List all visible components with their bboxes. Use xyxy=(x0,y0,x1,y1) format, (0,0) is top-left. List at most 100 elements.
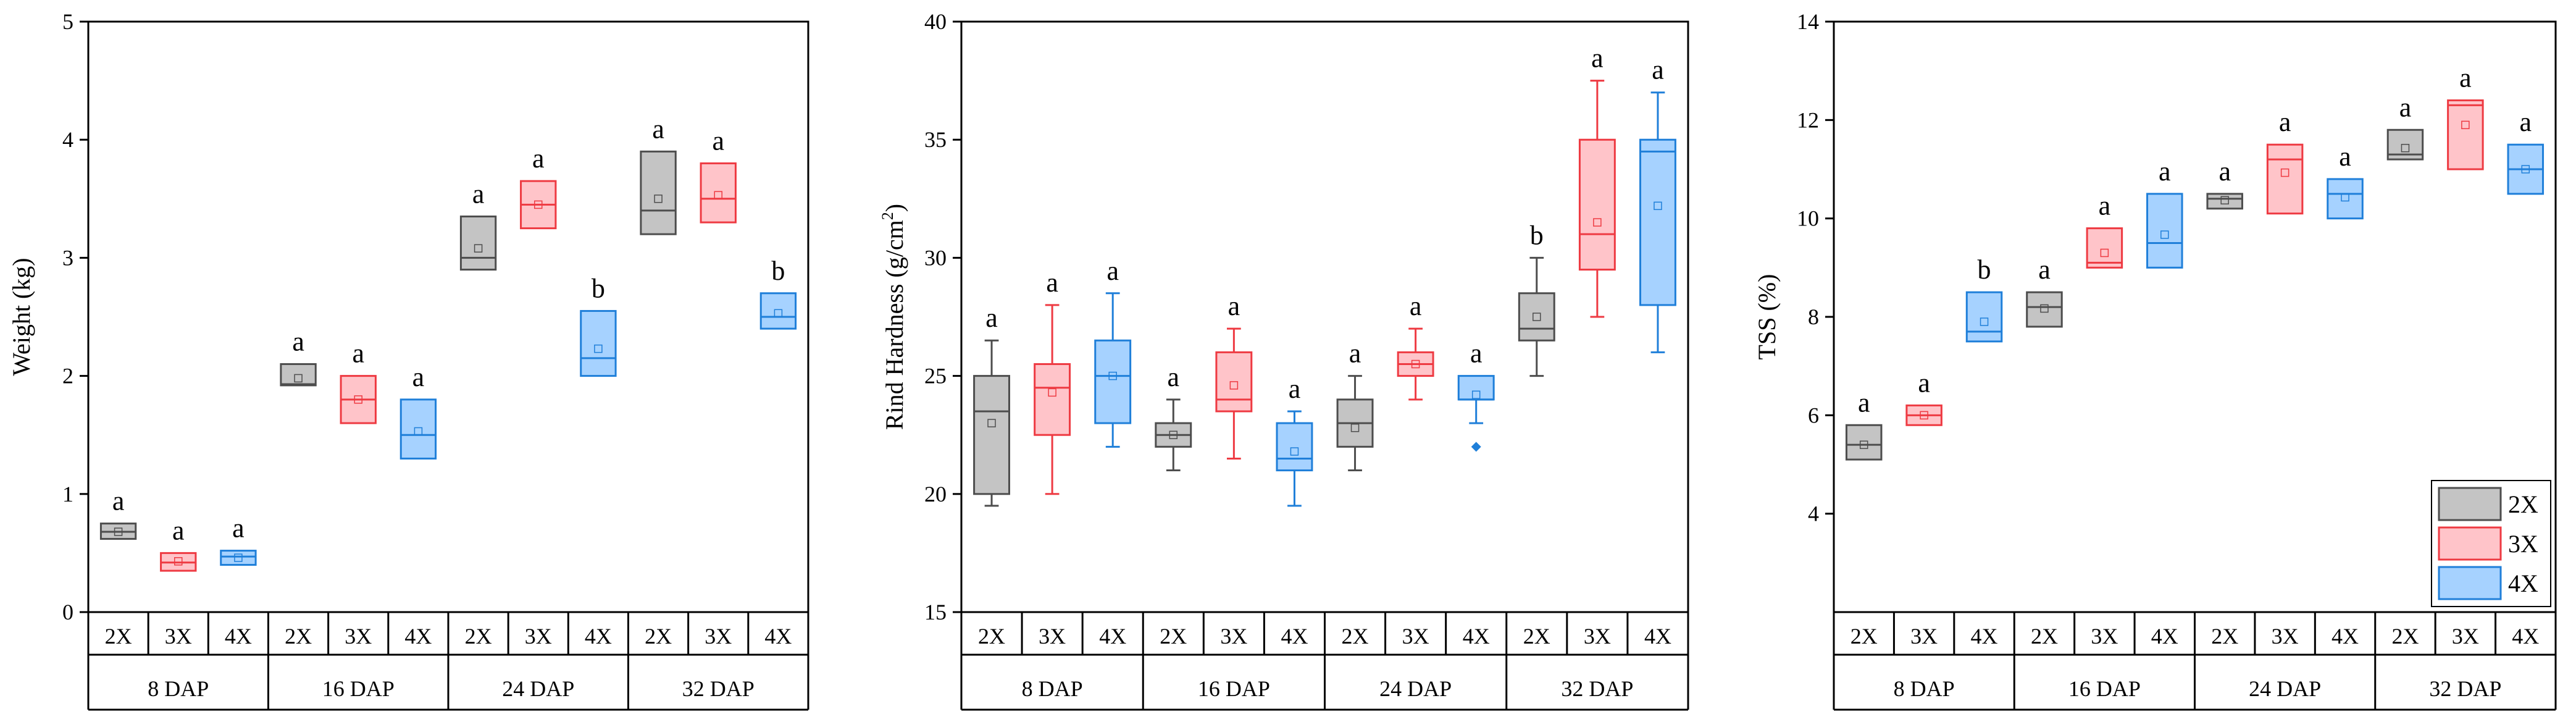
box-16-dap-4x: a xyxy=(2146,156,2183,269)
box-24-dap-3x: a xyxy=(520,143,557,230)
significance-letter: a xyxy=(1228,291,1240,321)
box-32-dap-2x: a xyxy=(640,114,677,235)
legend: 2X 3X 4X xyxy=(2431,480,2551,607)
mean-marker xyxy=(174,557,183,566)
mean-marker xyxy=(1108,371,1117,380)
box-body xyxy=(973,375,1010,495)
group-label: 8 DAP xyxy=(1894,676,1955,701)
series-tick-label: 3X xyxy=(705,624,732,649)
y-tick-label: 20 xyxy=(924,482,947,506)
mean-marker xyxy=(1920,411,1928,420)
box-body xyxy=(640,150,677,235)
significance-letter: a xyxy=(1106,256,1119,286)
box-16-dap-3x: a xyxy=(2086,191,2123,269)
series-tick-label: 3X xyxy=(525,624,552,649)
y-tick-label: 25 xyxy=(924,364,947,388)
category-table: 2X 3X 4X 8 DAP 2X 3X 4X 16 DAP 2X 3X 4X 24 DAP 2X 3X 4… xyxy=(87,612,809,711)
series-tick-label: 3X xyxy=(2091,624,2118,649)
significance-letter: a xyxy=(2159,156,2171,187)
mean-marker xyxy=(594,344,603,353)
series-tick-label: 4X xyxy=(225,624,252,649)
significance-letter: a xyxy=(472,178,485,209)
y-axis-label-text: Weight (kg) xyxy=(7,258,35,376)
significance-letter: a xyxy=(2459,62,2472,93)
mean-marker xyxy=(1048,388,1056,397)
mean-marker xyxy=(1980,317,1989,326)
series-tick-label: 4X xyxy=(404,624,432,649)
group-label: 8 DAP xyxy=(148,676,209,701)
series-tick-label: 3X xyxy=(1584,624,1611,649)
category-table: 2X 3X 4X 8 DAP 2X 3X 4X 16 DAP 2X 3X 4X 24 DAP 2X 3X 4… xyxy=(1833,612,2557,711)
box-24-dap-4x: a xyxy=(2327,141,2364,220)
box-body xyxy=(1276,422,1313,472)
series-tick-label: 2X xyxy=(1342,624,1369,649)
significance-letter: a xyxy=(2038,254,2051,285)
box-body xyxy=(759,292,797,330)
plot-frame xyxy=(87,20,809,613)
box-body xyxy=(459,215,497,271)
y-tick-label: 30 xyxy=(924,245,947,270)
group-label: 16 DAP xyxy=(1198,676,1270,701)
series-tick-label: 2X xyxy=(645,624,672,649)
mean-marker xyxy=(1593,218,1602,227)
mean-marker xyxy=(987,419,996,427)
box-32-dap-4x: a xyxy=(1639,55,1676,353)
series-tick-label: 2X xyxy=(2391,624,2419,649)
series-tick-label: 3X xyxy=(1402,624,1429,649)
group-label: 32 DAP xyxy=(2429,676,2501,701)
mean-marker xyxy=(414,427,423,436)
legend-label-3x: 3X xyxy=(2508,530,2538,558)
mean-marker xyxy=(774,309,783,318)
box-24-dap-2x: a xyxy=(1336,338,1374,472)
box-body xyxy=(700,162,737,224)
box-32-dap-3x: a xyxy=(2447,62,2484,170)
significance-letter: a xyxy=(2339,141,2351,172)
y-tick-label: 12 xyxy=(1797,107,1819,132)
y-tick-label: 3 xyxy=(62,245,73,270)
series-tick-label: 2X xyxy=(105,624,132,649)
series-tick-label: 2X xyxy=(1160,624,1187,649)
box-24-dap-3x: a xyxy=(1397,291,1434,401)
category-table: 2X 3X 4X 8 DAP 2X 3X 4X 16 DAP 2X 3X 4X 24 DAP 2X 3X 4… xyxy=(960,612,1689,711)
box-body xyxy=(2447,99,2484,170)
significance-letter: a xyxy=(172,515,185,545)
mean-marker xyxy=(2280,168,2290,177)
mean-marker xyxy=(1290,447,1299,456)
box-body xyxy=(1845,424,1883,461)
box-body xyxy=(2206,193,2243,210)
series-tick-label: 2X xyxy=(2031,624,2058,649)
significance-letter: a xyxy=(985,303,998,333)
mean-marker xyxy=(1859,440,1868,449)
y-tick-label: 10 xyxy=(1797,206,1819,231)
box-body xyxy=(1639,138,1676,306)
significance-letter: b xyxy=(771,256,785,286)
series-tick-label: 4X xyxy=(1971,624,1998,649)
box-24-dap-2x: a xyxy=(2206,156,2243,210)
series-tick-label: 2X xyxy=(285,624,312,649)
y-axis-label: Rind Hardness (g/cm2) xyxy=(879,204,908,430)
significance-letter: b xyxy=(592,273,605,303)
y-tick-label: 35 xyxy=(924,127,947,152)
box-16-dap-3x: a xyxy=(340,338,377,424)
series-tick-label: 4X xyxy=(1463,624,1490,649)
y-tick-label: 14 xyxy=(1797,9,1819,34)
significance-letter: a xyxy=(2399,92,2412,122)
mean-marker xyxy=(1471,390,1481,399)
y-tick-label: 8 xyxy=(1808,304,1819,329)
box-24-dap-3x: a xyxy=(2266,107,2304,215)
significance-letter: a xyxy=(412,362,425,392)
box-16-dap-2x: a xyxy=(1155,362,1192,472)
mean-marker xyxy=(534,200,543,209)
significance-letter: a xyxy=(1289,374,1301,404)
box-8-dap-3x: a xyxy=(1905,368,1942,426)
box-body xyxy=(2026,291,2063,328)
series-tick-label: 3X xyxy=(345,624,372,649)
plot-frame xyxy=(960,20,1689,613)
mean-marker xyxy=(2100,248,2109,258)
mean-marker xyxy=(2521,165,2530,174)
box-8-dap-2x: a xyxy=(973,303,1010,507)
significance-letter: a xyxy=(112,486,125,516)
series-tick-label: 4X xyxy=(764,624,792,649)
significance-letter: a xyxy=(1168,362,1180,392)
